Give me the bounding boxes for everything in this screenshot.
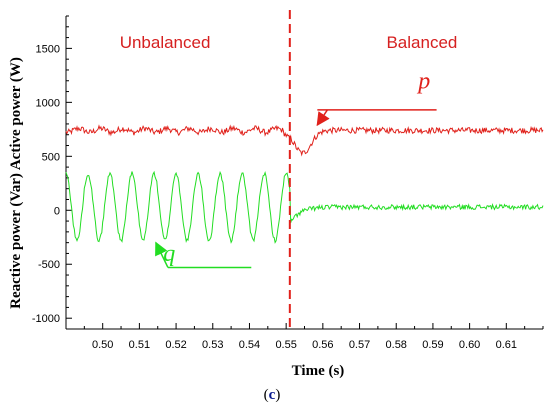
x-axis-label: Time (s): [292, 363, 345, 379]
x-tick-label: 0.57: [349, 339, 370, 351]
series-line-q: [65, 170, 544, 244]
arrow-q: [155, 241, 169, 268]
x-tick-label: 0.50: [92, 339, 113, 351]
y-tick-label: 500: [42, 151, 60, 163]
x-axis: 0.50 0.51 0.52 0.53 0.54 0.55 0.56 0.57 0.58 0.59…: [65, 323, 544, 351]
y-axis: -1000 -500 0 500 1000 1500: [32, 15, 72, 330]
x-tick-label: 0.61: [496, 339, 517, 351]
x-tick-label: 0.53: [202, 339, 223, 351]
x-tick-label: 0.55: [275, 339, 296, 351]
y-tick-label: -1000: [32, 313, 60, 325]
x-tick-label: 0.60: [459, 339, 480, 351]
x-tick-label: 0.52: [165, 339, 186, 351]
region-label-1: Balanced: [386, 33, 457, 52]
x-tick-label: 0.59: [422, 339, 443, 351]
y-tick-label: 1500: [36, 43, 60, 55]
arrow-p: [316, 109, 330, 127]
region-label-0: Unbalanced: [120, 33, 211, 52]
caption-open-paren: (: [264, 387, 269, 403]
caption-close-paren: ): [275, 387, 280, 403]
x-tick-label: 0.58: [386, 339, 407, 351]
x-tick-label: 0.56: [312, 339, 333, 351]
series-label-p: p: [416, 68, 430, 94]
y-tick-label: 0: [54, 205, 60, 217]
y-tick-label: 1000: [36, 97, 60, 109]
series-layer: [65, 124, 544, 244]
y-axis-label: Reactive power (Var) Active power (W): [8, 57, 24, 309]
figure-caption: (c): [264, 387, 281, 403]
caption-letter: c: [269, 387, 276, 403]
series-line-p: [65, 124, 544, 157]
x-tick-label: 0.51: [129, 339, 150, 351]
x-tick-label: 0.54: [239, 339, 260, 351]
y-tick-label: -500: [38, 259, 60, 271]
